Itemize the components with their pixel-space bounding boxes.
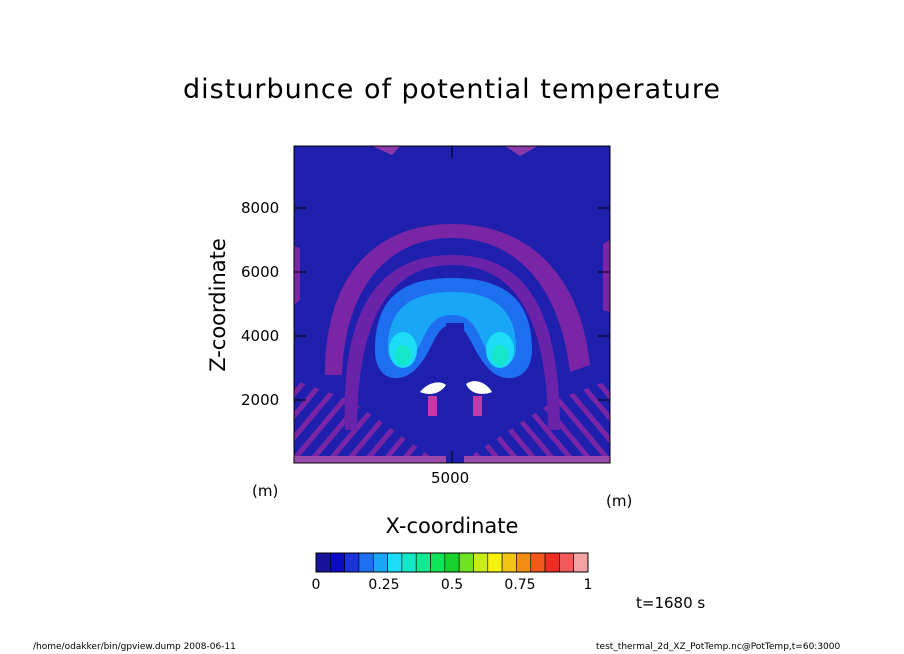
colorbar-tick-0.5: 0.5 [440, 577, 464, 593]
stem-right [473, 396, 482, 416]
top-features [372, 146, 538, 156]
colorbar-cell [444, 552, 460, 573]
heatmap-field [294, 146, 610, 463]
colorbar-tick-0.75: 0.75 [504, 577, 536, 593]
central-column [446, 323, 464, 463]
colorbar-cell [330, 552, 345, 573]
stripe-region-left [294, 380, 440, 463]
colorbar-cell [487, 552, 503, 573]
colorbar-cell [501, 552, 517, 573]
cap-mid [388, 292, 516, 365]
colorbar-tick-0: 0 [311, 577, 321, 593]
colorbar-cell [387, 552, 403, 573]
z-unit-label: (m) [252, 482, 279, 500]
y-tick-8000: 8000 [241, 199, 280, 217]
x-unit-label: (m) [606, 492, 633, 510]
colorbar-cell [430, 552, 446, 573]
y-tick-2000: 2000 [241, 391, 280, 409]
colorbar-tick-1: 1 [583, 577, 593, 593]
core-right-inner [492, 345, 508, 365]
colorbar-cell [544, 552, 560, 573]
colorbar-cell [358, 552, 374, 573]
colorbar-cell [530, 552, 546, 573]
colorbar-cell [573, 552, 589, 573]
colorbar-cell [372, 552, 388, 573]
colorbar-frame [315, 552, 589, 573]
arc-outer [325, 224, 590, 375]
colorbar-cell [458, 552, 474, 573]
colorbar-tick-0.25: 0.25 [368, 577, 400, 593]
colorbar-cell [415, 552, 431, 573]
chart-title: disturbunce of potential temperature [183, 74, 721, 105]
colorbar-cell [344, 552, 360, 573]
colorbar-cell [559, 552, 574, 573]
y-axis-label: Z-coordinate [206, 238, 230, 372]
time-label: t=1680 s [636, 594, 706, 612]
stem-left [428, 396, 437, 416]
x-axis-label: X-coordinate [385, 514, 519, 538]
colorbar-cell [401, 552, 417, 573]
y-tick-4000: 4000 [241, 327, 280, 345]
footer-right: test_thermal_2d_XZ_PotTemp.nc@PotTemp,t=… [596, 642, 841, 652]
colorbar-cell [315, 552, 331, 573]
colorbar [315, 552, 589, 573]
y-tick-6000: 6000 [241, 263, 280, 281]
core-left-inner [395, 345, 411, 365]
colorbar-cell [516, 552, 532, 573]
white-blob-left [420, 382, 446, 394]
colorbar-cell [473, 552, 489, 573]
axis-ticks [294, 146, 610, 463]
footer-left: /home/odakker/bin/gpview.dump 2008-06-11 [33, 642, 236, 652]
x-tick-5000: 5000 [431, 469, 470, 487]
white-blob-right [466, 381, 492, 394]
stripe-region-right [460, 380, 610, 463]
